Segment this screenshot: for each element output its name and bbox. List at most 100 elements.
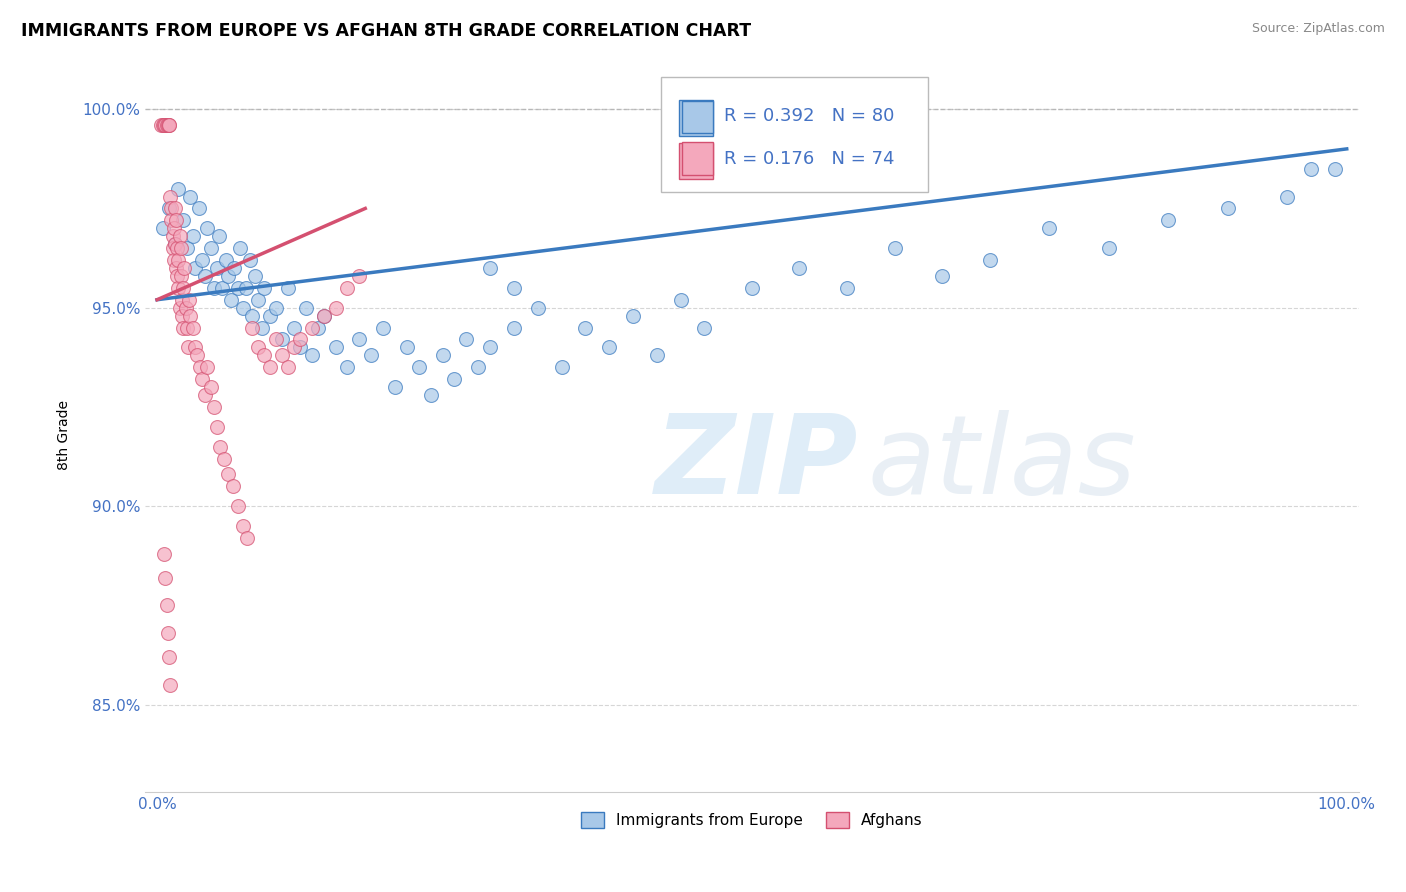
Point — [163, 237, 186, 252]
Point — [312, 309, 335, 323]
Point — [371, 320, 394, 334]
FancyBboxPatch shape — [661, 78, 928, 192]
Point — [208, 229, 231, 244]
Point — [163, 253, 186, 268]
Point — [259, 309, 281, 323]
Point — [165, 213, 187, 227]
Point — [170, 241, 193, 255]
Point — [162, 229, 184, 244]
Point — [155, 118, 177, 132]
Point — [200, 241, 222, 255]
Point — [191, 372, 214, 386]
Point — [191, 253, 214, 268]
Point — [184, 340, 207, 354]
Point — [160, 202, 183, 216]
Point — [205, 260, 228, 275]
Point — [167, 281, 190, 295]
Point — [194, 268, 217, 283]
Point — [166, 241, 188, 255]
Point — [170, 293, 193, 307]
Point — [550, 360, 572, 375]
Point — [301, 348, 323, 362]
Point — [202, 281, 225, 295]
Point — [467, 360, 489, 375]
Point — [205, 419, 228, 434]
Point — [336, 360, 359, 375]
Point — [443, 372, 465, 386]
Point — [250, 320, 273, 334]
Point — [200, 380, 222, 394]
Point — [186, 348, 208, 362]
Point — [163, 202, 186, 216]
Text: atlas: atlas — [868, 409, 1136, 516]
Point — [177, 340, 200, 354]
Point — [222, 479, 245, 493]
Point — [187, 202, 209, 216]
Point — [155, 118, 177, 132]
Bar — [679, 144, 713, 179]
Point — [165, 260, 187, 275]
Point — [152, 221, 174, 235]
Point — [156, 118, 179, 132]
Point — [224, 260, 246, 275]
Point — [325, 340, 347, 354]
Point — [212, 451, 235, 466]
Point — [264, 301, 287, 315]
Point — [264, 333, 287, 347]
Point — [384, 380, 406, 394]
Point — [283, 320, 305, 334]
Point — [247, 340, 270, 354]
Point — [159, 678, 181, 692]
Point — [360, 348, 382, 362]
Point — [645, 348, 668, 362]
Point — [283, 340, 305, 354]
Point — [301, 320, 323, 334]
Bar — [682, 101, 713, 133]
Point — [217, 467, 239, 482]
Point — [163, 221, 186, 235]
Point — [1157, 213, 1180, 227]
Point — [883, 241, 905, 255]
Point — [240, 320, 263, 334]
Point — [184, 260, 207, 275]
Point — [408, 360, 430, 375]
Point — [479, 340, 502, 354]
Point — [153, 547, 176, 561]
Point — [170, 268, 193, 283]
Point — [229, 241, 252, 255]
Point — [253, 348, 276, 362]
Point — [209, 440, 232, 454]
Point — [159, 189, 181, 203]
Point — [931, 268, 953, 283]
Point — [1299, 161, 1322, 176]
Point — [1038, 221, 1060, 235]
Point — [277, 360, 299, 375]
Point — [1323, 161, 1346, 176]
Point — [152, 118, 174, 132]
Point — [621, 309, 644, 323]
Point — [167, 181, 190, 195]
Point — [174, 301, 197, 315]
Point — [741, 281, 763, 295]
Text: IMMIGRANTS FROM EUROPE VS AFGHAN 8TH GRADE CORRELATION CHART: IMMIGRANTS FROM EUROPE VS AFGHAN 8TH GRA… — [21, 22, 751, 40]
Point — [202, 400, 225, 414]
Point — [349, 268, 371, 283]
Point — [236, 531, 259, 545]
Point — [157, 118, 180, 132]
Point — [162, 241, 184, 255]
Point — [307, 320, 329, 334]
Point — [243, 268, 266, 283]
Point — [235, 281, 257, 295]
Bar — [682, 143, 713, 175]
Point — [240, 309, 263, 323]
Point — [195, 360, 218, 375]
Point — [526, 301, 548, 315]
Point — [239, 253, 262, 268]
Point — [179, 309, 201, 323]
Point — [179, 189, 201, 203]
Point — [349, 333, 371, 347]
Point — [215, 253, 238, 268]
Point — [226, 281, 249, 295]
Point — [176, 241, 198, 255]
Point — [271, 348, 294, 362]
